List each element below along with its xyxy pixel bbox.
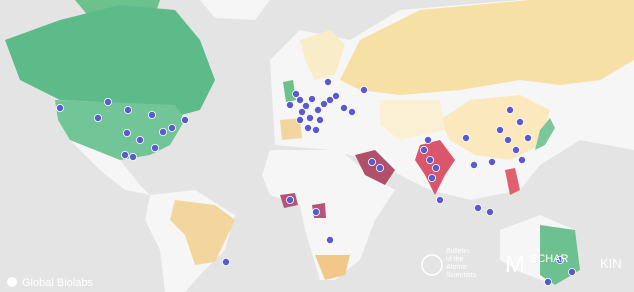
- lab-marker: [301, 102, 310, 111]
- lab-marker: [359, 86, 368, 95]
- lab-marker: [347, 108, 356, 117]
- lab-marker: [221, 257, 230, 266]
- lab-marker: [305, 114, 314, 123]
- lab-marker: [295, 96, 304, 105]
- lab-marker: [503, 135, 512, 144]
- lab-marker: [331, 92, 340, 101]
- lab-marker: [285, 195, 294, 204]
- lab-marker: [485, 207, 494, 216]
- lab-marker: [544, 277, 553, 286]
- lab-marker: [325, 96, 334, 105]
- lab-marker: [518, 155, 527, 164]
- lab-marker: [323, 78, 332, 87]
- lab-marker: [121, 150, 130, 159]
- lab-marker: [325, 235, 334, 244]
- lab-marker: [180, 116, 189, 125]
- china: [440, 95, 550, 160]
- scandinavia: [300, 30, 345, 80]
- lab-marker: [94, 114, 103, 123]
- lab-marker: [423, 135, 432, 144]
- lab-marker: [473, 203, 482, 212]
- canada: [5, 5, 215, 118]
- brazil: [170, 200, 235, 265]
- lab-marker: [495, 126, 504, 135]
- lab-marker: [313, 106, 322, 115]
- lab-marker: [291, 90, 300, 99]
- lab-marker: [487, 157, 496, 166]
- badge-icon: [7, 277, 17, 287]
- lab-marker: [524, 133, 533, 142]
- bulletin-line: Scientists: [446, 272, 476, 279]
- lab-marker: [104, 98, 113, 107]
- lab-marker: [150, 143, 159, 152]
- source-badge: Global Biolabs: [7, 277, 93, 289]
- schar-label: SCHAR: [530, 253, 569, 265]
- kings-label: KIN: [600, 256, 622, 271]
- bulletin-logo: Bulletin of the Atomic Scientists: [421, 248, 476, 279]
- lab-marker: [425, 155, 434, 164]
- lab-marker: [339, 104, 348, 113]
- lab-marker: [311, 207, 320, 216]
- lab-marker: [124, 106, 133, 115]
- lab-marker: [56, 104, 65, 113]
- lab-marker: [315, 116, 324, 125]
- bulletin-icon: [421, 254, 443, 276]
- lab-marker: [128, 152, 137, 161]
- africa: [262, 150, 395, 280]
- lab-marker: [431, 163, 440, 172]
- lab-marker: [285, 101, 294, 110]
- lab-marker: [568, 267, 577, 276]
- bulletin-line: of the: [446, 256, 464, 263]
- lab-marker: [505, 106, 514, 115]
- schar-mark: M: [505, 251, 525, 278]
- lab-marker: [297, 108, 306, 117]
- lab-marker: [147, 111, 156, 120]
- lab-marker: [158, 127, 167, 136]
- saudi-arabia: [355, 150, 395, 185]
- japan: [535, 118, 555, 150]
- uk: [283, 80, 296, 102]
- lab-marker: [419, 145, 428, 154]
- russia: [340, 0, 634, 95]
- lab-marker: [516, 118, 525, 127]
- iberia: [280, 118, 302, 140]
- lab-marker: [167, 124, 176, 133]
- lab-marker: [295, 116, 304, 125]
- central-america: [70, 140, 150, 195]
- lab-marker: [367, 157, 376, 166]
- lab-marker: [461, 133, 470, 142]
- lab-marker: [307, 95, 316, 104]
- lab-markers: [56, 78, 577, 286]
- lab-marker: [303, 124, 312, 133]
- lab-marker: [435, 195, 444, 204]
- bulletin-line: Bulletin: [446, 248, 469, 255]
- lab-marker: [319, 100, 328, 109]
- lab-marker: [469, 160, 478, 169]
- lab-marker: [135, 135, 144, 144]
- south-africa: [315, 255, 350, 280]
- lab-marker: [311, 126, 320, 135]
- lab-marker: [123, 128, 132, 137]
- lab-marker: [512, 145, 521, 154]
- philippines: [505, 168, 520, 195]
- source-label: Global Biolabs: [22, 277, 93, 289]
- schar-logo: M SCHAR: [505, 251, 569, 278]
- arctic-island: [200, 0, 270, 20]
- lab-marker: [556, 255, 565, 264]
- lab-marker: [427, 173, 436, 182]
- central-asia: [380, 100, 445, 140]
- bulletin-line: Atomic: [446, 264, 468, 271]
- lab-marker: [375, 163, 384, 172]
